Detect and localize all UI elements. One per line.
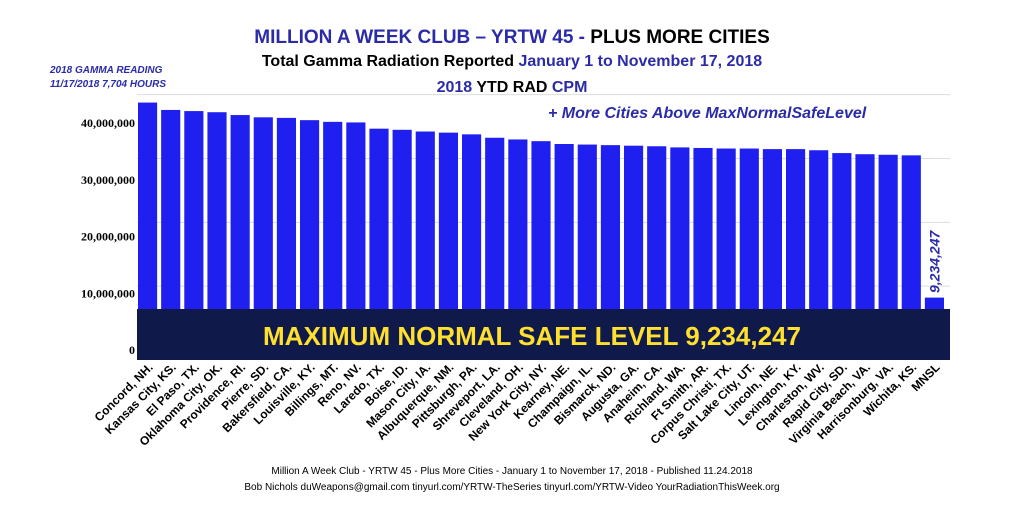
bar bbox=[554, 143, 574, 360]
bar bbox=[624, 145, 644, 360]
more-cities-note: + More Cities Above MaxNormalSafeLevel bbox=[548, 105, 867, 122]
bar bbox=[739, 148, 759, 360]
chart-subtitle: Total Gamma Radiation Reported January 1… bbox=[0, 53, 1024, 71]
bar bbox=[901, 155, 921, 360]
gamma-reading-note: 2018 GAMMA READING 11/17/2018 7,704 HOUR… bbox=[50, 64, 166, 92]
chart-subtitle-part1: Total Gamma Radiation Reported bbox=[261, 53, 515, 70]
y-tick-label: 0 bbox=[129, 343, 135, 357]
bar bbox=[786, 149, 806, 360]
chart-title-part1: MILLION A WEEK CLUB – YRTW 45 - bbox=[254, 27, 585, 48]
footer-line2: Bob Nichols duWeapons@gmail.com tinyurl.… bbox=[244, 482, 780, 493]
units-year: 2018 bbox=[436, 79, 473, 96]
bar bbox=[161, 109, 181, 360]
bar bbox=[647, 146, 667, 360]
bar bbox=[577, 144, 597, 360]
bar bbox=[276, 117, 296, 360]
chart-units-line: 2018 YTD RAD CPM bbox=[0, 79, 1024, 97]
bar bbox=[438, 132, 458, 360]
chart-title: MILLION A WEEK CLUB – YRTW 45 - PLUS MOR… bbox=[0, 27, 1024, 49]
bar bbox=[369, 128, 389, 360]
bar bbox=[300, 120, 320, 360]
y-tick-label: 20,000,000 bbox=[81, 230, 135, 244]
bar bbox=[392, 129, 412, 360]
bar bbox=[531, 141, 551, 360]
bar bbox=[323, 121, 343, 361]
bar bbox=[138, 102, 158, 360]
bar bbox=[207, 112, 227, 360]
bar bbox=[253, 117, 273, 360]
bar bbox=[762, 149, 782, 360]
bar bbox=[600, 145, 620, 360]
bar bbox=[462, 134, 482, 360]
bar bbox=[809, 150, 829, 360]
bar bbox=[230, 115, 250, 361]
bar bbox=[693, 147, 713, 360]
bar bbox=[346, 122, 366, 361]
mnsl-value-label: 9,234,247 bbox=[926, 230, 942, 293]
max-normal-safe-level-label: MAXIMUM NORMAL SAFE LEVEL 9,234,247 bbox=[263, 321, 801, 351]
bar bbox=[184, 111, 204, 361]
bar bbox=[670, 147, 690, 360]
bar bbox=[508, 139, 528, 360]
bar bbox=[832, 153, 852, 360]
y-tick-label: 40,000,000 bbox=[81, 116, 135, 130]
y-tick-label: 30,000,000 bbox=[81, 173, 135, 187]
bar bbox=[716, 148, 736, 360]
bar bbox=[855, 154, 875, 360]
units-ytd-rad: YTD RAD bbox=[476, 79, 548, 96]
chart-subtitle-part2: January 1 to November 17, 2018 bbox=[518, 53, 763, 70]
y-tick-label: 10,000,000 bbox=[81, 286, 135, 300]
max-normal-safe-level-band bbox=[137, 309, 950, 360]
chart-title-part2: PLUS MORE CITIES bbox=[590, 27, 770, 48]
units-cpm: CPM bbox=[551, 79, 588, 96]
gamma-reading-line1: 2018 GAMMA READING bbox=[50, 65, 163, 76]
bar bbox=[415, 131, 435, 360]
gamma-reading-line2: 11/17/2018 7,704 HOURS bbox=[50, 79, 167, 90]
footer-line1: Million A Week Club - YRTW 45 - Plus Mor… bbox=[271, 466, 753, 477]
bar bbox=[485, 137, 505, 360]
bar bbox=[878, 154, 898, 360]
